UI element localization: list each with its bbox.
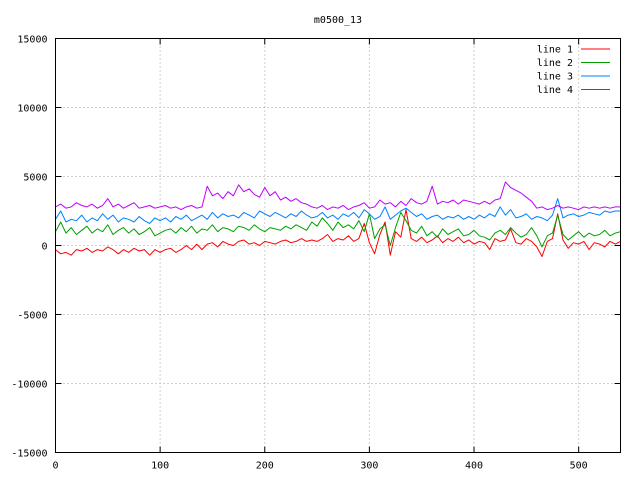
chart-title: m0500_13 — [314, 15, 362, 26]
x-tick-label: 500 — [570, 461, 588, 472]
series-line-2 — [55, 211, 621, 248]
x-tick-label: 400 — [465, 461, 483, 472]
y-tick-label: -15000 — [11, 449, 47, 460]
y-tick-label: 15000 — [17, 35, 47, 46]
series-line-1 — [55, 209, 621, 257]
y-tick-label: -10000 — [11, 380, 47, 391]
tick-labels: -15000 -10000 -5000 0 5000 10000 15000 0 100 200 3… — [11, 35, 587, 472]
series-line-3 — [55, 198, 621, 224]
legend-label: line 4 — [537, 85, 573, 96]
y-tick-label: 10000 — [17, 104, 47, 115]
x-tick-label: 100 — [151, 461, 169, 472]
plot-frame — [55, 38, 621, 453]
y-tick-label: -5000 — [17, 311, 47, 322]
grid-lines — [55, 38, 621, 453]
y-tick-label: 5000 — [23, 173, 47, 184]
series-lines — [55, 181, 621, 257]
x-tick-label: 300 — [360, 461, 378, 472]
legend-label: line 2 — [537, 58, 573, 69]
legend-label: line 1 — [537, 45, 573, 56]
series-line-4 — [55, 181, 621, 211]
x-tick-label: 0 — [52, 461, 58, 472]
x-tick-label: 200 — [256, 461, 274, 472]
y-tick-label: 0 — [41, 242, 47, 253]
tick-marks — [55, 38, 621, 453]
legend-label: line 3 — [537, 72, 573, 83]
legend: line 1 line 2 line 3 line 4 — [537, 45, 610, 96]
